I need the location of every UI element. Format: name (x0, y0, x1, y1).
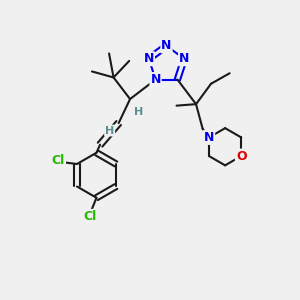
Text: N: N (204, 131, 214, 144)
Text: Cl: Cl (52, 154, 65, 167)
Text: N: N (179, 52, 189, 65)
Text: N: N (144, 52, 154, 65)
Text: H: H (134, 106, 143, 117)
Text: N: N (161, 39, 172, 52)
Text: H: H (105, 125, 114, 136)
Text: Cl: Cl (83, 210, 97, 223)
Text: N: N (150, 73, 161, 86)
Text: O: O (236, 149, 247, 163)
